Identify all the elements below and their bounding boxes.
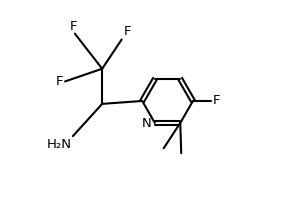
Text: F: F <box>70 20 78 33</box>
Text: F: F <box>56 75 63 88</box>
Text: F: F <box>124 26 131 38</box>
Text: N: N <box>142 117 152 130</box>
Text: H₂N: H₂N <box>47 138 72 151</box>
Text: F: F <box>212 94 220 108</box>
